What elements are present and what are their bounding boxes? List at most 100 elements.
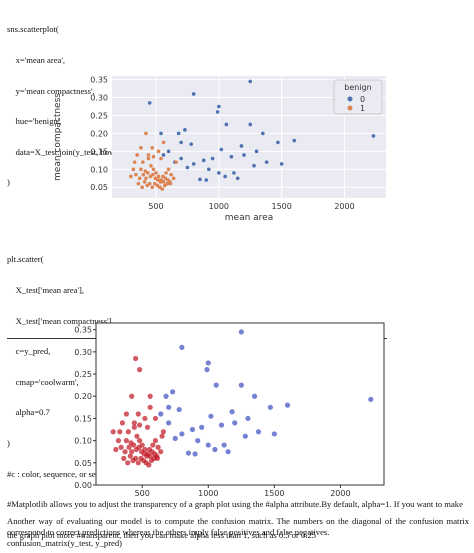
data-point — [218, 422, 225, 428]
data-point — [224, 122, 229, 127]
data-point — [144, 131, 148, 136]
data-point — [219, 147, 224, 152]
data-point — [229, 154, 234, 159]
data-point — [271, 431, 277, 437]
data-point — [217, 171, 221, 175]
y-tick-label: 0.10 — [74, 437, 92, 446]
data-point — [163, 176, 168, 181]
y-tick-label: 0.15 — [90, 147, 108, 156]
data-point — [131, 167, 136, 172]
data-point — [131, 420, 137, 426]
data-point — [110, 429, 116, 435]
y-tick-label: 0.25 — [90, 111, 108, 120]
code-line: X_test['mean compactness'], — [7, 315, 114, 326]
data-point — [156, 174, 161, 179]
data-point — [127, 453, 133, 459]
data-point — [146, 462, 152, 468]
data-point — [158, 180, 163, 184]
data-point — [147, 181, 152, 186]
data-point — [185, 165, 190, 170]
code-line: X_test['mean area'], — [7, 285, 85, 296]
data-point — [152, 415, 159, 422]
data-point — [264, 160, 269, 164]
data-point — [125, 460, 131, 466]
seaborn-scatter-chart: 500 1000 1500 2000 0.05 0.10 0.15 0.20 0.25 0.30 0… — [53, 76, 386, 223]
data-point — [176, 406, 182, 413]
data-point — [135, 411, 141, 417]
data-point — [210, 156, 215, 161]
data-point — [137, 176, 142, 181]
data-point — [255, 429, 262, 435]
y-tick-label: 0.35 — [90, 76, 108, 85]
data-point — [147, 393, 153, 399]
data-point — [135, 460, 141, 466]
data-point — [142, 180, 147, 184]
data-point — [156, 149, 161, 154]
data-point — [151, 172, 155, 177]
data-point — [159, 131, 163, 136]
x-tick-label: 1500 — [264, 489, 284, 498]
data-point — [242, 433, 248, 439]
data-point — [212, 446, 218, 453]
data-point — [121, 455, 127, 461]
legend-title: benign — [344, 83, 371, 92]
data-point — [133, 455, 139, 461]
data-point — [171, 176, 176, 181]
matplotlib-scatter-chart: 500 1000 1500 2000 0.00 0.05 0.10 0.15 0.20 0.25 0… — [74, 322, 385, 498]
data-point — [284, 402, 291, 408]
data-point — [146, 156, 151, 161]
data-point — [166, 404, 172, 410]
data-point — [129, 393, 135, 399]
data-point — [292, 138, 297, 143]
data-point — [221, 442, 227, 448]
x-tick-label: 500 — [148, 202, 163, 211]
data-point — [153, 176, 158, 181]
data-point — [166, 178, 170, 182]
data-point — [136, 181, 141, 186]
data-point — [192, 451, 198, 457]
data-point — [161, 174, 165, 179]
data-point — [140, 160, 145, 164]
x-tick-label: 1500 — [271, 202, 291, 211]
data-point — [113, 446, 119, 453]
code-line: hue='benign', — [7, 116, 62, 127]
data-point — [136, 367, 143, 373]
data-point — [119, 420, 126, 426]
data-point — [157, 185, 162, 190]
data-point — [205, 442, 211, 448]
data-point — [126, 444, 132, 450]
data-point — [146, 153, 151, 157]
data-point — [199, 424, 205, 430]
data-point — [118, 444, 124, 450]
legend-marker — [347, 96, 353, 102]
data-point — [213, 382, 219, 388]
data-point — [166, 149, 171, 154]
confusion-matrix-paragraph: Another way of evaluating our model is t… — [7, 516, 469, 537]
data-point — [135, 153, 139, 157]
data-point — [136, 438, 143, 444]
data-point — [146, 171, 150, 175]
data-point — [151, 167, 156, 172]
data-point — [198, 177, 202, 182]
data-point — [129, 449, 135, 455]
data-point — [179, 344, 185, 351]
y-tick-label: 0.05 — [90, 183, 108, 192]
data-point — [261, 131, 265, 136]
code-line: x='mean area', — [7, 55, 66, 66]
x-axis-label: mean area — [225, 213, 273, 223]
data-point — [232, 171, 236, 175]
y-axis-label: mean compactness — [53, 93, 63, 181]
y-tick-label: 0.20 — [74, 392, 92, 401]
x-tick-label: 500 — [135, 489, 150, 498]
data-point — [276, 140, 280, 145]
data-point — [152, 451, 158, 457]
legend-label: 1 — [360, 104, 365, 113]
data-point — [235, 176, 240, 181]
data-point — [132, 160, 137, 164]
data-point — [242, 153, 246, 157]
data-point — [174, 160, 178, 164]
data-point — [185, 450, 192, 456]
data-point — [248, 79, 253, 84]
y-tick-label: 0.35 — [74, 326, 92, 335]
data-point — [152, 181, 157, 186]
